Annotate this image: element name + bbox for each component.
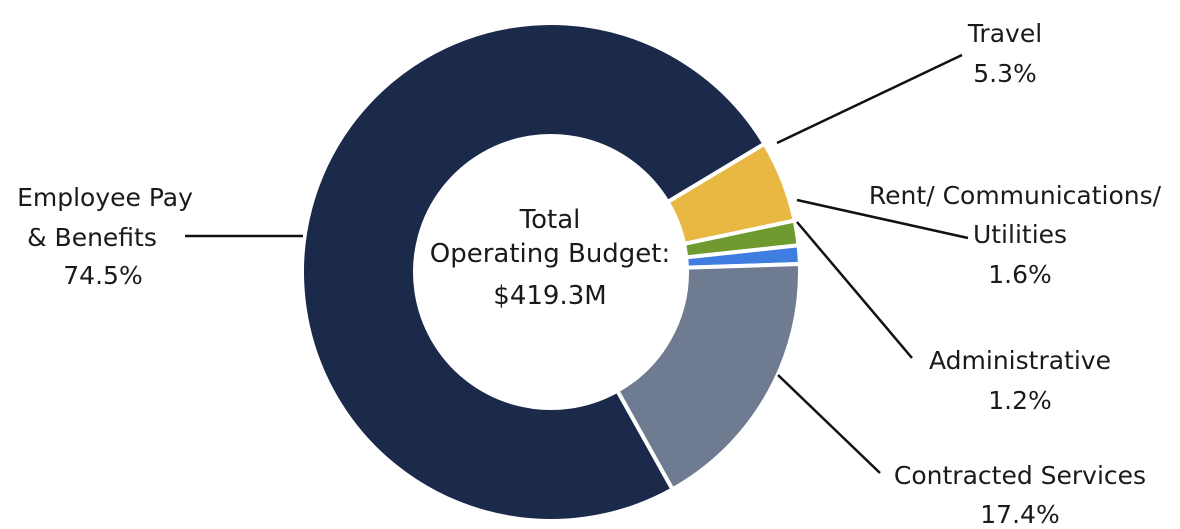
slice-contracted xyxy=(614,261,802,493)
center-label-line3: $419.3M xyxy=(493,281,606,311)
label-employee-name-1: Employee Pay xyxy=(17,183,193,212)
slice-employee xyxy=(300,21,768,523)
leader-line-travel xyxy=(776,53,963,145)
label-employee-value: 74.5% xyxy=(63,261,142,290)
label-employee-name-2: & Benefits xyxy=(27,223,157,252)
label-travel: Travel 5.3% xyxy=(967,19,1042,88)
label-contracted-name-1: Contracted Services xyxy=(894,461,1146,490)
leader-lines xyxy=(185,53,969,474)
leader-line-admin xyxy=(796,221,913,359)
label-rent-name-2: Utilities xyxy=(973,220,1067,249)
donut-slices xyxy=(300,21,802,523)
label-contracted: Contracted Services 17.4% xyxy=(894,461,1146,529)
label-admin: Administrative 1.2% xyxy=(929,346,1111,415)
leader-line-rent xyxy=(796,198,969,240)
label-rent: Rent/ Communications/ Utilities 1.6% xyxy=(869,181,1162,289)
slice-labels: Employee Pay & Benefits 74.5% Travel 5.3… xyxy=(17,19,1162,529)
center-label-line2: Operating Budget: xyxy=(430,239,671,269)
leader-line-contracted xyxy=(777,374,881,474)
center-label-line1: Total xyxy=(519,205,581,235)
label-travel-name-1: Travel xyxy=(967,19,1042,48)
label-employee: Employee Pay & Benefits 74.5% xyxy=(17,183,193,290)
label-admin-name-1: Administrative xyxy=(929,346,1111,375)
label-rent-name-1: Rent/ Communications/ xyxy=(869,181,1162,210)
label-contracted-value: 17.4% xyxy=(980,500,1059,529)
label-rent-value: 1.6% xyxy=(988,260,1052,289)
label-admin-value: 1.2% xyxy=(988,386,1052,415)
center-label: Total Operating Budget: $419.3M xyxy=(430,205,671,311)
label-travel-value: 5.3% xyxy=(973,59,1037,88)
